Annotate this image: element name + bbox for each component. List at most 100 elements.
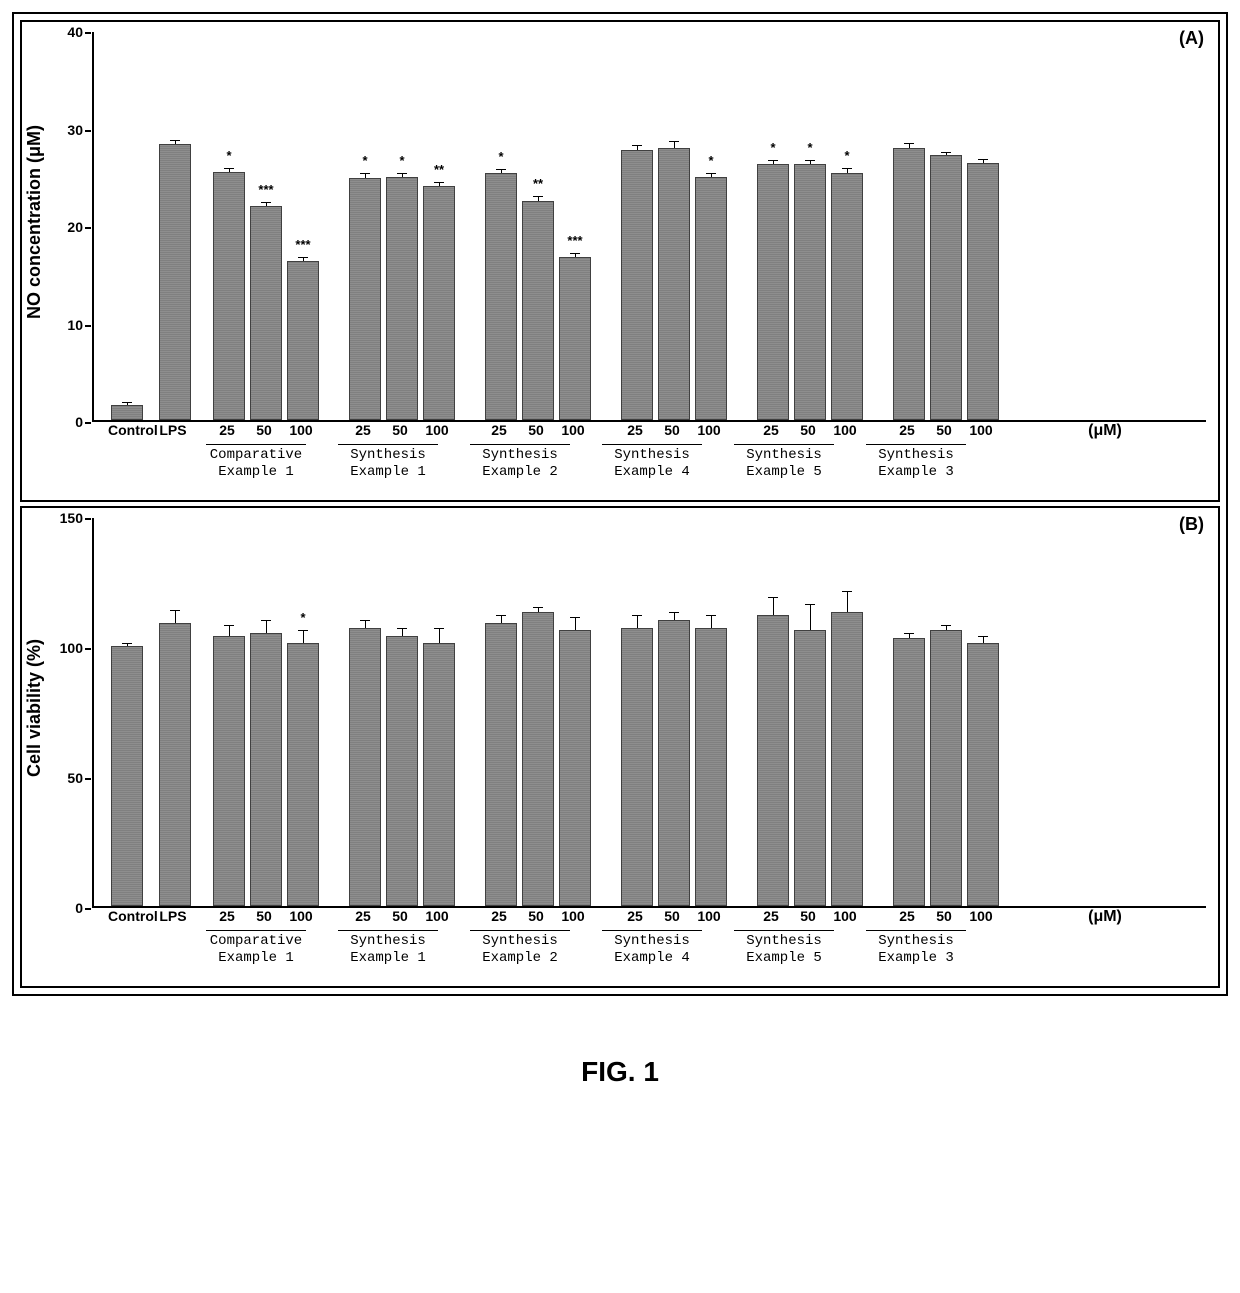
x-tick-label: 25 bbox=[890, 422, 924, 438]
bar bbox=[966, 618, 1000, 906]
bar: * bbox=[484, 151, 518, 420]
error-bar bbox=[842, 168, 852, 173]
bar bbox=[966, 141, 1000, 420]
bar-rect bbox=[250, 206, 282, 421]
bar: ** bbox=[521, 178, 555, 420]
bar-group bbox=[892, 125, 1000, 420]
bar bbox=[110, 625, 144, 906]
y-tick: 100 bbox=[60, 640, 83, 656]
bar-rect bbox=[287, 261, 319, 420]
error-bar bbox=[122, 643, 132, 646]
x-tick-label: 25 bbox=[754, 422, 788, 438]
y-tick: 150 bbox=[60, 510, 83, 526]
group-label: Synthesis Example 4 bbox=[602, 444, 702, 500]
error-bar bbox=[805, 160, 815, 164]
significance-marker: * bbox=[399, 155, 404, 171]
error-bar bbox=[632, 145, 642, 150]
significance-marker: * bbox=[844, 150, 849, 166]
group-label: Synthesis Example 4 bbox=[602, 930, 702, 986]
error-bar bbox=[122, 402, 132, 405]
bar: * bbox=[286, 612, 320, 906]
bar-rect bbox=[522, 201, 554, 420]
error-bar bbox=[706, 173, 716, 177]
bar-rect bbox=[213, 172, 245, 420]
error-bar bbox=[669, 612, 679, 620]
group-label: Synthesis Example 3 bbox=[866, 444, 966, 500]
x-tick-label: 50 bbox=[927, 908, 961, 924]
bar-rect bbox=[485, 173, 517, 420]
bar-group: ******* bbox=[212, 150, 320, 420]
group-label: Synthesis Example 5 bbox=[734, 444, 834, 500]
error-bar bbox=[533, 196, 543, 201]
error-bar bbox=[224, 625, 234, 635]
error-bar bbox=[261, 620, 271, 633]
significance-marker: *** bbox=[258, 184, 273, 200]
significance-marker: *** bbox=[567, 235, 582, 251]
error-bar bbox=[768, 160, 778, 164]
bar bbox=[620, 597, 654, 906]
bar-rect bbox=[559, 257, 591, 420]
significance-marker: * bbox=[807, 142, 812, 158]
plot-area: * bbox=[92, 518, 1206, 908]
bar bbox=[892, 615, 926, 906]
bar-group bbox=[756, 573, 864, 906]
bar-rect bbox=[159, 144, 191, 420]
panel-A: (A)NO concentration (μM)010203040*******… bbox=[20, 20, 1220, 502]
error-bar bbox=[496, 169, 506, 173]
error-bar bbox=[170, 140, 180, 144]
bar bbox=[348, 602, 382, 906]
x-tick-label: 50 bbox=[655, 908, 689, 924]
bar-rect bbox=[287, 643, 319, 906]
bar: *** bbox=[249, 184, 283, 420]
bar bbox=[212, 607, 246, 906]
bar-rect bbox=[658, 620, 690, 906]
x-tick-label: 50 bbox=[383, 422, 417, 438]
bar: *** bbox=[286, 239, 320, 420]
group-label bbox=[156, 444, 182, 500]
bar-rect bbox=[250, 633, 282, 906]
bar-group bbox=[348, 602, 456, 906]
bar-rect bbox=[757, 164, 789, 420]
bar-rect bbox=[930, 630, 962, 906]
bar-rect bbox=[658, 148, 690, 420]
bar bbox=[620, 127, 654, 420]
bar-rect bbox=[485, 623, 517, 906]
bar-rect bbox=[111, 405, 143, 420]
bar: ** bbox=[422, 164, 456, 420]
bar: * bbox=[756, 142, 790, 420]
bar bbox=[657, 123, 691, 420]
significance-marker: * bbox=[362, 155, 367, 171]
significance-marker: * bbox=[300, 612, 305, 628]
plot-area: ********************* bbox=[92, 32, 1206, 422]
x-tick-label: 100 bbox=[284, 422, 318, 438]
error-bar bbox=[397, 173, 407, 177]
error-bar bbox=[842, 591, 852, 612]
bar-rect bbox=[386, 636, 418, 906]
error-bar bbox=[360, 173, 370, 178]
significance-marker: ** bbox=[434, 164, 444, 180]
x-tick-label: 100 bbox=[964, 422, 998, 438]
error-bar bbox=[904, 633, 914, 638]
bar bbox=[892, 125, 926, 420]
x-tick-label: 50 bbox=[247, 422, 281, 438]
bar-group bbox=[892, 607, 1000, 906]
group-label: Comparative Example 1 bbox=[206, 930, 306, 986]
error-bar bbox=[768, 597, 778, 615]
group-label: Synthesis Example 5 bbox=[734, 930, 834, 986]
bar: * bbox=[385, 155, 419, 420]
x-tick-label: 50 bbox=[655, 422, 689, 438]
bar bbox=[694, 597, 728, 906]
bar-rect bbox=[831, 173, 863, 420]
y-ticks: 050100150 bbox=[47, 518, 87, 908]
significance-marker: *** bbox=[295, 239, 310, 255]
bar bbox=[657, 594, 691, 906]
bar: *** bbox=[558, 235, 592, 420]
x-tick-label: 100 bbox=[692, 422, 726, 438]
group-label: Synthesis Example 1 bbox=[338, 444, 438, 500]
bar: * bbox=[348, 155, 382, 420]
error-bar bbox=[632, 615, 642, 628]
x-unit-label: (μM) bbox=[1004, 422, 1206, 440]
bar bbox=[830, 573, 864, 906]
bar-rect bbox=[893, 638, 925, 906]
bar-rect bbox=[621, 628, 653, 906]
